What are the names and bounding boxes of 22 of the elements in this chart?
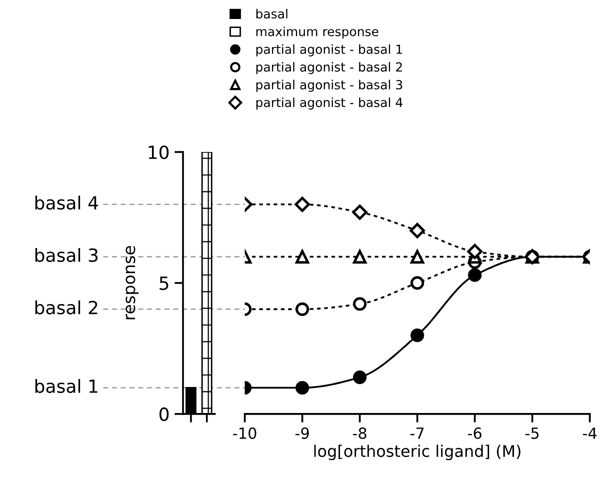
legend-label: partial agonist - basal 1	[256, 44, 402, 56]
y-tick-label: 0	[160, 407, 169, 422]
y-axis-title: response	[126, 246, 138, 320]
ref-line-label: basal 2	[35, 300, 98, 314]
legend-label: maximum response	[256, 26, 378, 39]
x-tick-label: -6	[468, 427, 482, 439]
ref-line-label: basal 1	[35, 379, 98, 393]
x-tick-label: -10	[233, 427, 256, 439]
ref-line-label: basal 4	[35, 196, 98, 210]
x-tick-label: -7	[410, 428, 424, 439]
x-tick-label: -4	[582, 428, 597, 439]
legend-label: basal	[256, 8, 288, 19]
y-tick-label: 10	[148, 145, 169, 160]
legend-label: partial agonist - basal 4	[256, 97, 402, 110]
x-tick-label: -9	[295, 427, 309, 439]
legend-label: partial agonist - basal 3	[256, 80, 402, 92]
x-tick-label: -8	[352, 427, 366, 439]
x-tick-label: -5	[525, 428, 539, 439]
x-axis-title: log[orthosteric ligand] (M)	[314, 444, 520, 460]
ref-line-label: basal 3	[35, 248, 98, 262]
legend-label: partial agonist - basal 2	[256, 62, 402, 74]
y-tick-label: 5	[160, 276, 168, 290]
